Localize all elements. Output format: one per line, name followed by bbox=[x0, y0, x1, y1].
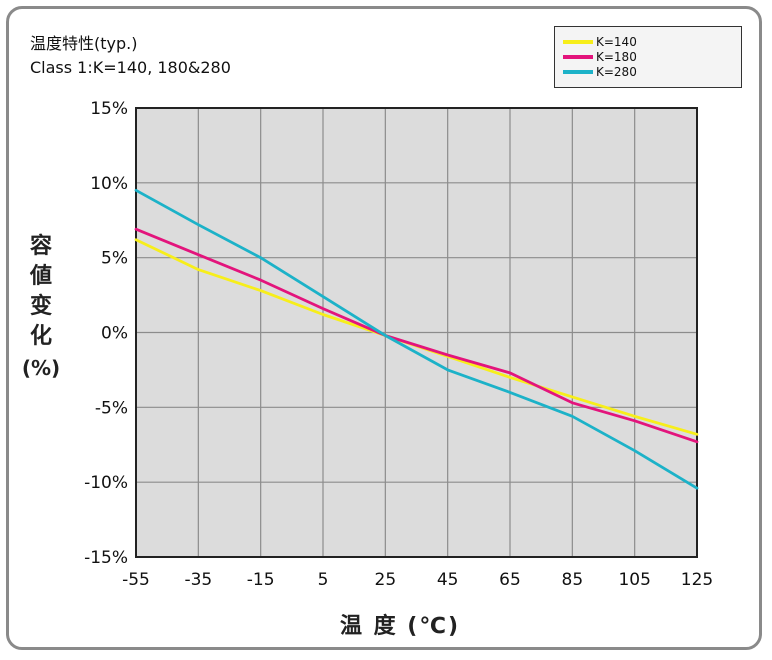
legend-item-k140: K=140 bbox=[563, 35, 637, 49]
legend: K=140 K=180 K=280 bbox=[554, 26, 742, 88]
x-tick-label: -15 bbox=[247, 570, 275, 590]
x-tick-label: 105 bbox=[618, 570, 650, 590]
y-tick-label: -15% bbox=[84, 548, 128, 568]
y-axis-label-char-2: 値 bbox=[29, 264, 52, 289]
y-tick-label: -10% bbox=[84, 473, 128, 493]
y-tick-label: 5% bbox=[101, 249, 128, 269]
x-tick-label: 85 bbox=[562, 570, 584, 590]
legend-label-k280: K=280 bbox=[596, 65, 637, 79]
x-tick-label: -35 bbox=[184, 570, 212, 590]
y-axis-label-char-3: 变 bbox=[29, 294, 52, 319]
legend-label-k140: K=140 bbox=[596, 35, 637, 49]
x-tick-label: 65 bbox=[499, 570, 521, 590]
y-tick-label: 15% bbox=[90, 99, 128, 119]
series-line-k180 bbox=[134, 227, 699, 444]
chart-subtitle: Class 1:K=140, 180&280 bbox=[30, 58, 231, 77]
series-line-k280 bbox=[134, 188, 699, 490]
x-tick-label: 25 bbox=[375, 570, 397, 590]
legend-swatch-k180 bbox=[563, 55, 593, 59]
x-axis-label: 温 度 (℃) bbox=[339, 614, 461, 639]
legend-swatch-k280 bbox=[563, 70, 593, 74]
x-tick-label: 45 bbox=[437, 570, 459, 590]
legend-swatch-k140 bbox=[563, 40, 593, 44]
legend-label-k180: K=180 bbox=[596, 50, 637, 64]
x-tick-label: 5 bbox=[318, 570, 329, 590]
legend-item-k180: K=180 bbox=[563, 50, 637, 64]
x-tick-label: 125 bbox=[681, 570, 713, 590]
plot-border bbox=[135, 107, 698, 558]
y-tick-label: -5% bbox=[95, 398, 128, 418]
x-tick-label: -55 bbox=[122, 570, 150, 590]
legend-item-k280: K=280 bbox=[563, 65, 637, 79]
y-axis-label-char-1: 容 bbox=[29, 234, 52, 259]
y-tick-label: 0% bbox=[101, 324, 128, 344]
y-axis-label-char-4: 化 bbox=[29, 324, 52, 349]
chart-title: 温度特性(typ.) bbox=[30, 34, 138, 53]
y-tick-label: 10% bbox=[90, 174, 128, 194]
y-axis-label-unit: (%) bbox=[21, 356, 61, 380]
